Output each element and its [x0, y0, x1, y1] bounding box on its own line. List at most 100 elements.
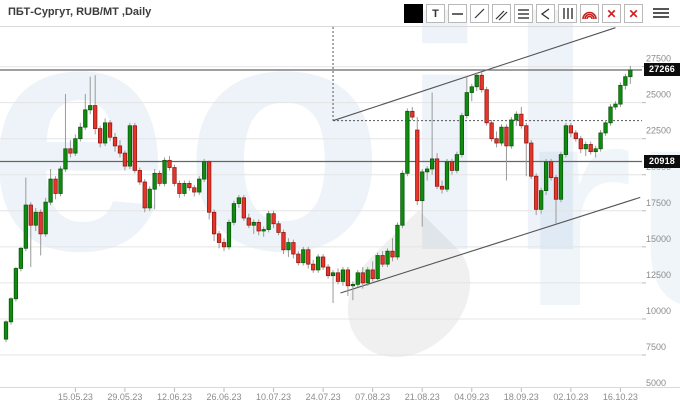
- candle-body: [281, 232, 286, 251]
- candle-body: [420, 171, 425, 202]
- candle-body: [425, 168, 430, 173]
- upper-trendline[interactable]: [332, 27, 616, 122]
- candle-body: [296, 253, 301, 264]
- candle-body: [390, 250, 395, 258]
- date-axis-label: 12.06.23: [157, 392, 192, 402]
- candle-body: [598, 132, 603, 150]
- candle-body: [221, 242, 227, 248]
- menu-button[interactable]: [653, 8, 669, 20]
- candle-body: [137, 170, 142, 183]
- candle-body: [48, 178, 53, 203]
- candle-body: [231, 203, 237, 223]
- price-axis-label: 27500: [646, 54, 671, 64]
- candle-body: [157, 172, 162, 184]
- candle-body: [543, 161, 549, 191]
- fib-retracement-tool-icon: [516, 6, 531, 21]
- candle-body: [226, 221, 232, 248]
- date-axis-label: 02.10.23: [553, 392, 588, 402]
- candle-body: [430, 158, 435, 170]
- level-price-badge: 20918: [644, 155, 680, 168]
- candle-body: [88, 105, 93, 111]
- color-swatch[interactable]: [404, 4, 423, 23]
- candle-body: [236, 197, 242, 204]
- date-axis-label: 10.07.23: [256, 392, 291, 402]
- candle-body: [58, 168, 63, 194]
- candle-body: [38, 211, 43, 235]
- text-tool-icon: T: [432, 7, 439, 20]
- candle-body: [583, 144, 588, 150]
- candle-body: [28, 204, 33, 226]
- candle-body: [112, 136, 118, 147]
- candle-body: [211, 211, 217, 235]
- date-axis-label: 24.07.23: [306, 392, 341, 402]
- candle-body: [241, 197, 246, 219]
- candle-body: [340, 269, 346, 282]
- candle-body: [93, 105, 98, 129]
- last-price-badge: 27266: [644, 63, 680, 77]
- candle-body: [202, 161, 207, 180]
- candle-body: [548, 161, 554, 179]
- candle-body: [573, 132, 578, 140]
- candle-body: [539, 190, 544, 210]
- candle-body: [256, 221, 261, 232]
- candle-body: [286, 242, 291, 251]
- fib-arcs-tool-icon: [582, 6, 597, 21]
- date-axis-label: 07.08.23: [355, 392, 390, 402]
- candle-body: [534, 175, 539, 210]
- candle-body: [320, 256, 326, 268]
- candle-body: [266, 213, 271, 230]
- candle-body: [400, 172, 405, 226]
- candle-body: [489, 122, 494, 140]
- candle-body: [192, 187, 197, 193]
- candle-body: [330, 272, 336, 277]
- price-axis-label: 12500: [646, 270, 671, 280]
- parallel-channel-tool[interactable]: [492, 4, 511, 23]
- candle-body: [246, 217, 251, 226]
- candle-body: [23, 204, 28, 249]
- candle-body: [439, 185, 445, 190]
- candle-body: [335, 272, 341, 282]
- fib-arcs-tool[interactable]: [580, 4, 599, 23]
- candle-body: [578, 138, 583, 150]
- candle-body: [519, 113, 524, 127]
- candle-body: [117, 145, 123, 154]
- candle-body: [415, 129, 420, 202]
- candle-body: [197, 178, 202, 193]
- candle-body: [33, 211, 38, 226]
- fib-time-zones-tool[interactable]: [558, 4, 577, 23]
- candle-body: [73, 138, 78, 154]
- candle-body: [152, 172, 157, 190]
- trend-line-tool[interactable]: [470, 4, 489, 23]
- candle-body: [162, 159, 167, 184]
- remove-all-drawings-button[interactable]: ✕: [624, 4, 643, 23]
- candle-body: [395, 224, 400, 258]
- text-tool[interactable]: T: [426, 4, 445, 23]
- candle-body: [494, 138, 499, 144]
- candle-body: [563, 125, 569, 155]
- price-axis-label: 10000: [646, 306, 671, 316]
- fib-retracement-tool[interactable]: [514, 4, 533, 23]
- candle-body: [469, 86, 474, 93]
- candle-body: [618, 84, 623, 105]
- hamburger-icon: [653, 8, 669, 10]
- horizontal-line-tool[interactable]: [448, 4, 467, 23]
- candle-body: [98, 128, 103, 144]
- trend-line-tool-icon: [472, 6, 487, 21]
- candle-body: [207, 161, 212, 213]
- candle-body: [588, 144, 593, 153]
- candle-body: [355, 272, 360, 285]
- candle-body: [142, 181, 147, 209]
- candle-body: [484, 89, 489, 124]
- date-axis-label: 04.09.23: [454, 392, 489, 402]
- candle-body: [122, 152, 128, 167]
- support-trendline[interactable]: [340, 196, 641, 294]
- pitchfork-tool[interactable]: [536, 4, 555, 23]
- candle-body: [78, 126, 83, 140]
- date-axis-label: 21.08.23: [405, 392, 440, 402]
- drawing-toolbar: T ✕ ✕: [404, 4, 643, 23]
- remove-drawing-button[interactable]: ✕: [602, 4, 621, 23]
- candle-body: [43, 201, 48, 235]
- candle-body: [182, 183, 187, 194]
- date-axis-label: 29.05.23: [107, 392, 142, 402]
